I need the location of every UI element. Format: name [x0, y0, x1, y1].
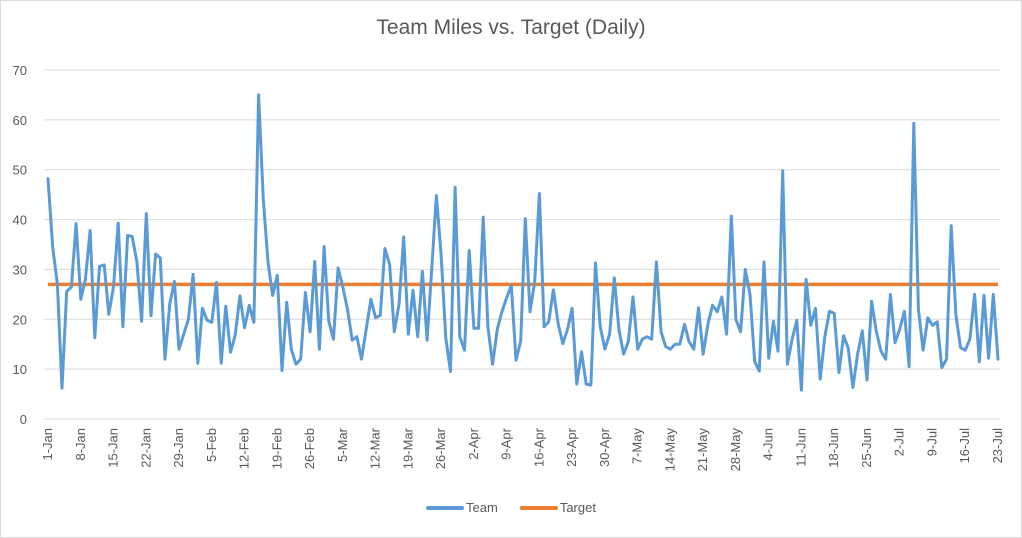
legend-label-target: Target [559, 500, 596, 515]
y-axis-ticks: 0 10 20 30 40 50 60 70 [13, 63, 27, 427]
x-tick-label: 11-Jun [793, 428, 808, 467]
chart-title: Team Miles vs. Target (Daily) [376, 16, 646, 39]
x-tick-label: 16-Apr [531, 427, 546, 467]
series-layer [46, 93, 1000, 392]
x-tick-label: 23-Jul [990, 428, 1005, 464]
x-tick-label: 14-May [662, 428, 677, 472]
legend-item-team[interactable]: Team [426, 500, 498, 515]
plot-area: 0 10 20 30 40 50 60 70 1-Jan 8-Jan 15-Jan 22-Jan 29… [13, 63, 1005, 471]
x-tick-label: 23-Apr [564, 427, 579, 467]
y-tick-label: 70 [13, 63, 27, 78]
x-tick-label: 8-Jan [73, 428, 88, 461]
x-tick-label: 29-Jan [171, 428, 186, 468]
x-tick-label: 12-Feb [237, 428, 252, 469]
x-tick-label: 9-Jul [924, 428, 939, 456]
x-tick-label: 7-May [630, 428, 645, 465]
x-axis-ticks: 1-Jan 8-Jan 15-Jan 22-Jan 29-Jan 5-Feb 12-Feb 1… [40, 427, 1005, 471]
legend-swatch-target [519, 505, 558, 510]
x-tick-label: 4-Jun [761, 428, 776, 461]
x-tick-label: 16-Jul [957, 428, 972, 464]
legend: Team Target [0, 500, 1022, 515]
x-tick-label: 5-Mar [335, 427, 350, 462]
x-tick-label: 22-Jan [138, 428, 153, 468]
x-tick-label: 12-Mar [368, 427, 383, 469]
x-tick-label: 25-Jun [859, 428, 874, 468]
x-tick-label: 9-Apr [499, 427, 514, 459]
y-tick-label: 10 [13, 362, 27, 377]
x-tick-label: 5-Feb [204, 428, 219, 462]
x-tick-label: 2-Apr [466, 427, 481, 459]
x-tick-label: 26-Feb [302, 428, 317, 469]
x-tick-label: 18-Jun [826, 428, 841, 468]
x-tick-label: 28-May [728, 428, 743, 472]
y-tick-label: 60 [13, 113, 27, 128]
y-tick-label: 30 [13, 262, 27, 277]
y-tick-label: 0 [20, 412, 27, 427]
legend-label-team: Team [466, 500, 498, 515]
x-tick-label: 21-May [695, 428, 710, 472]
legend-item-target[interactable]: Target [519, 500, 596, 515]
y-tick-label: 50 [13, 163, 27, 178]
y-tick-label: 40 [13, 213, 27, 228]
legend-swatch-team [426, 505, 465, 510]
x-tick-label: 2-Jul [892, 428, 907, 456]
y-tick-label: 20 [13, 312, 27, 327]
x-tick-label: 26-Mar [433, 427, 448, 469]
x-tick-label: 19-Feb [269, 428, 284, 469]
series-line-team [46, 93, 1000, 392]
x-tick-label: 15-Jan [106, 428, 121, 468]
x-tick-label: 30-Apr [597, 427, 612, 467]
x-tick-label: 1-Jan [40, 428, 55, 461]
x-tick-label: 19-Mar [400, 427, 415, 469]
